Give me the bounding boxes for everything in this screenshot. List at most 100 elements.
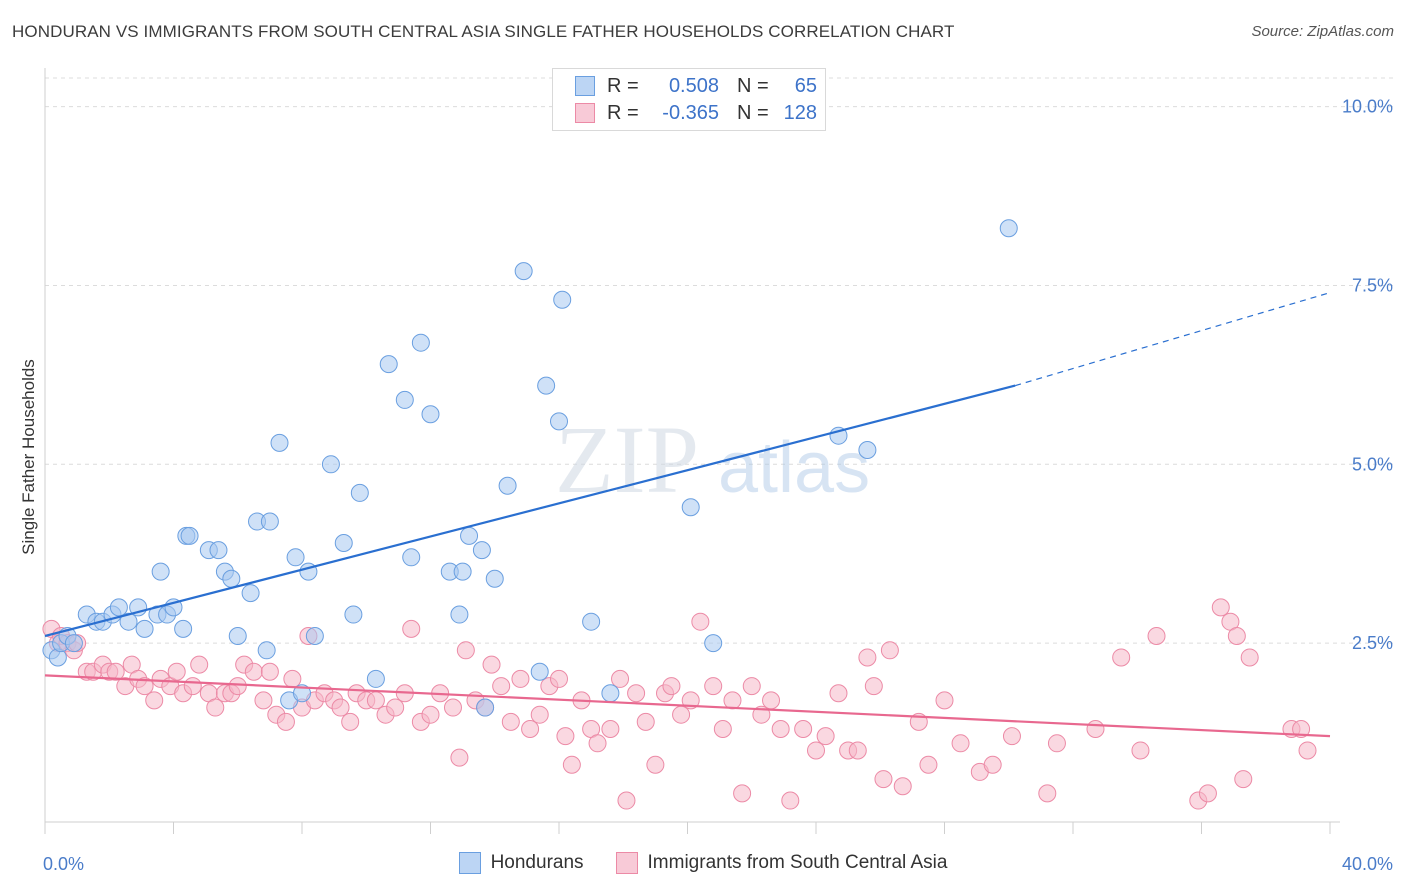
pink-data-point <box>848 741 867 760</box>
blue-data-point <box>485 569 504 588</box>
blue-data-point <box>241 584 260 603</box>
pink-data-point <box>530 705 549 724</box>
blue-data-point <box>379 355 398 374</box>
legend-item-hondurans: Hondurans <box>458 852 584 874</box>
pink-data-point <box>864 677 883 696</box>
blue-data-point <box>293 684 311 703</box>
blue-series-points <box>42 219 1018 717</box>
legend-row-immigrants: R = -0.365 N = 128 <box>575 101 817 125</box>
pink-data-point <box>588 734 607 753</box>
pink-data-point <box>190 655 209 674</box>
watermark-zip: ZIP <box>555 406 699 513</box>
pink-data-point <box>627 684 646 703</box>
blue-data-point <box>411 333 430 352</box>
legend-n-label: N = <box>737 101 769 124</box>
pink-data-point <box>1227 627 1246 645</box>
pink-data-point <box>794 720 813 738</box>
pink-data-point <box>733 784 752 803</box>
pink-data-point <box>858 648 877 667</box>
pink-data-point <box>1234 770 1253 789</box>
pink-data-point <box>829 684 848 703</box>
blue-data-point <box>270 433 289 452</box>
legend-label-immigrants: Immigrants from South Central Asia <box>647 852 948 873</box>
blue-data-point <box>402 548 421 567</box>
pink-data-point <box>562 755 581 774</box>
legend-r-label: R = <box>607 74 639 97</box>
blue-data-point <box>151 562 170 581</box>
source-credit: Source: ZipAtlas.com <box>1251 23 1394 40</box>
blue-data-point <box>704 634 723 653</box>
blue-data-point <box>476 698 495 717</box>
blue-data-point <box>395 390 414 409</box>
pink-data-point <box>550 669 568 688</box>
pink-data-point <box>1198 784 1217 803</box>
blue-data-point <box>537 376 556 395</box>
pink-data-point <box>244 662 263 681</box>
series-legend: Hondurans Immigrants from South Central … <box>0 852 1406 874</box>
blue-data-point <box>260 512 279 531</box>
blue-data-point <box>514 262 533 281</box>
blue-trend-extension <box>1015 292 1331 387</box>
pink-data-point <box>366 691 385 710</box>
pink-data-point <box>492 677 511 696</box>
pink-data-point <box>816 727 835 746</box>
pink-data-point <box>511 669 530 688</box>
pink-data-point <box>1147 627 1166 645</box>
blue-data-point <box>553 290 572 309</box>
blue-data-point <box>472 541 491 560</box>
blue-data-point <box>334 534 353 552</box>
trend-lines <box>44 292 1331 738</box>
blue-data-point <box>681 498 700 517</box>
legend-n-value: 65 <box>794 74 817 97</box>
pink-data-point <box>880 641 899 660</box>
legend-row-hondurans: R = 0.508 N = 65 <box>575 74 817 98</box>
blue-data-point <box>498 476 517 495</box>
pink-data-point <box>228 677 247 696</box>
legend-r-value: -0.365 <box>662 101 719 124</box>
pink-data-point <box>402 619 421 638</box>
blue-data-point <box>135 619 154 638</box>
pink-data-point <box>1292 720 1311 738</box>
blue-data-point <box>305 627 324 645</box>
blue-data-point <box>601 684 620 703</box>
blue-data-point <box>350 483 369 502</box>
pink-data-point <box>443 698 462 717</box>
pink-data-point <box>341 712 360 731</box>
pink-trend-line <box>44 674 1331 738</box>
pink-data-point <box>691 612 710 631</box>
pink-data-point <box>935 691 954 710</box>
pink-data-point <box>167 662 186 681</box>
pink-data-point <box>260 662 279 681</box>
chart-title: HONDURAN VS IMMIGRANTS FROM SOUTH CENTRA… <box>12 22 955 41</box>
pink-data-point <box>646 755 665 774</box>
pink-data-point <box>521 720 540 738</box>
pink-data-point <box>501 712 520 731</box>
pink-data-point <box>206 698 225 717</box>
pink-data-point <box>771 720 790 738</box>
pink-data-point <box>672 705 691 724</box>
pink-data-point <box>951 734 970 753</box>
y-tick-label: 2.5% <box>1352 633 1393 653</box>
blue-data-point <box>286 548 305 567</box>
legend-item-immigrants: Immigrants from South Central Asia <box>615 852 948 874</box>
pink-data-point <box>713 720 732 738</box>
gridlines <box>45 77 1395 644</box>
blue-data-point <box>222 569 241 588</box>
pink-data-point <box>331 698 350 717</box>
pink-data-point <box>456 641 475 660</box>
legend-r-value: 0.508 <box>668 74 719 97</box>
pink-data-point <box>556 727 575 746</box>
tick-labels: 2.5% 5.0% 7.5% 10.0% 0.0% 40.0% <box>43 97 1393 874</box>
pink-data-point <box>617 791 636 810</box>
pink-data-point <box>611 669 630 688</box>
pink-data-point <box>254 691 273 710</box>
y-axis-label: Single Father Households <box>19 359 38 555</box>
pink-data-point <box>1038 784 1057 803</box>
legend-swatch-pink <box>615 852 638 874</box>
pink-data-point <box>145 691 164 710</box>
blue-data-point <box>550 412 568 431</box>
legend-n-label: N = <box>737 74 769 97</box>
legend-n-value: 128 <box>783 101 817 124</box>
pink-data-point <box>874 770 893 789</box>
